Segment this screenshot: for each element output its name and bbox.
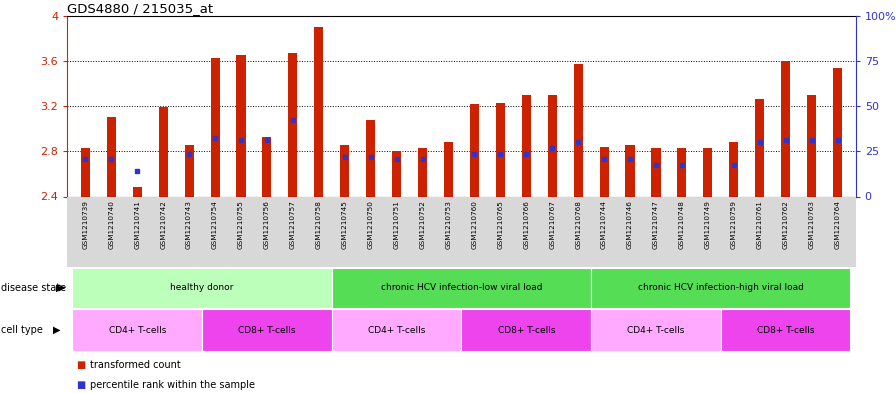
Bar [444,142,453,196]
Text: transformed count: transformed count [90,360,180,371]
Text: chronic HCV infection-low viral load: chronic HCV infection-low viral load [381,283,542,292]
Bar [185,145,194,196]
Text: GSM1210743: GSM1210743 [186,200,192,249]
Text: ▶: ▶ [56,283,64,293]
Bar [703,148,712,196]
Text: GSM1210756: GSM1210756 [264,200,270,249]
Bar [573,64,582,196]
Bar [651,148,660,196]
Bar [755,99,764,196]
Bar [470,104,479,196]
Text: GSM1210755: GSM1210755 [238,200,244,249]
Bar [591,268,850,308]
Text: GSM1210750: GSM1210750 [367,200,374,249]
Text: CD8+ T-cells: CD8+ T-cells [757,326,814,334]
Text: ■: ■ [76,380,85,390]
Text: GSM1210759: GSM1210759 [731,200,737,249]
Bar [625,145,634,196]
Text: cell type: cell type [1,325,43,335]
Bar [677,148,686,196]
Bar [366,119,375,196]
Bar [418,148,427,196]
Bar [729,142,738,196]
Bar [392,151,401,196]
Text: GSM1210746: GSM1210746 [627,200,633,249]
Text: CD8+ T-cells: CD8+ T-cells [238,326,296,334]
Text: GSM1210748: GSM1210748 [679,200,685,249]
Text: GSM1210742: GSM1210742 [160,200,166,249]
Text: GSM1210744: GSM1210744 [601,200,607,249]
Bar [807,95,816,196]
Text: CD8+ T-cells: CD8+ T-cells [497,326,555,334]
Bar [237,55,246,196]
Bar [521,95,530,196]
Bar [133,187,142,196]
Text: GSM1210768: GSM1210768 [575,200,582,249]
Text: disease state: disease state [1,283,66,293]
Bar [263,137,271,196]
Bar [314,27,323,196]
Bar [211,57,220,196]
Bar [591,309,720,351]
Text: GSM1210752: GSM1210752 [419,200,426,249]
Bar [73,268,332,308]
Text: chronic HCV infection-high viral load: chronic HCV infection-high viral load [638,283,804,292]
Bar [781,61,790,196]
Text: GSM1210749: GSM1210749 [705,200,711,249]
Bar [340,145,349,196]
Bar [159,107,168,196]
Bar [107,118,116,196]
Bar [332,268,591,308]
Bar [289,53,297,196]
Text: GSM1210762: GSM1210762 [782,200,788,249]
Text: GSM1210753: GSM1210753 [445,200,452,249]
Bar [461,309,591,351]
Text: GSM1210745: GSM1210745 [341,200,348,249]
Text: GSM1210751: GSM1210751 [393,200,400,249]
Text: percentile rank within the sample: percentile rank within the sample [90,380,254,390]
Bar [73,309,202,351]
Text: GSM1210760: GSM1210760 [471,200,478,249]
Text: GSM1210766: GSM1210766 [523,200,530,249]
Text: GSM1210754: GSM1210754 [212,200,218,249]
Text: ▶: ▶ [53,325,60,335]
Text: GSM1210757: GSM1210757 [289,200,296,249]
Bar [833,68,842,196]
Bar [81,148,90,196]
Text: GSM1210747: GSM1210747 [653,200,659,249]
Text: CD4+ T-cells: CD4+ T-cells [108,326,166,334]
Text: GSM1210739: GSM1210739 [82,200,89,249]
Text: GSM1210767: GSM1210767 [549,200,556,249]
Bar [332,309,461,351]
Text: GSM1210741: GSM1210741 [134,200,141,249]
Text: GSM1210763: GSM1210763 [808,200,814,249]
Text: GSM1210758: GSM1210758 [315,200,322,249]
Text: GDS4880 / 215035_at: GDS4880 / 215035_at [67,2,213,15]
Bar [202,309,332,351]
Text: CD4+ T-cells: CD4+ T-cells [368,326,426,334]
Bar [547,95,556,196]
Bar [720,309,850,351]
Text: GSM1210761: GSM1210761 [757,200,762,249]
Text: GSM1210764: GSM1210764 [834,200,840,249]
Bar [599,147,608,196]
Text: CD4+ T-cells: CD4+ T-cells [627,326,685,334]
Text: GSM1210765: GSM1210765 [497,200,504,249]
Text: healthy donor: healthy donor [170,283,234,292]
Text: GSM1210740: GSM1210740 [108,200,115,249]
Text: ■: ■ [76,360,85,371]
Bar [495,103,504,196]
